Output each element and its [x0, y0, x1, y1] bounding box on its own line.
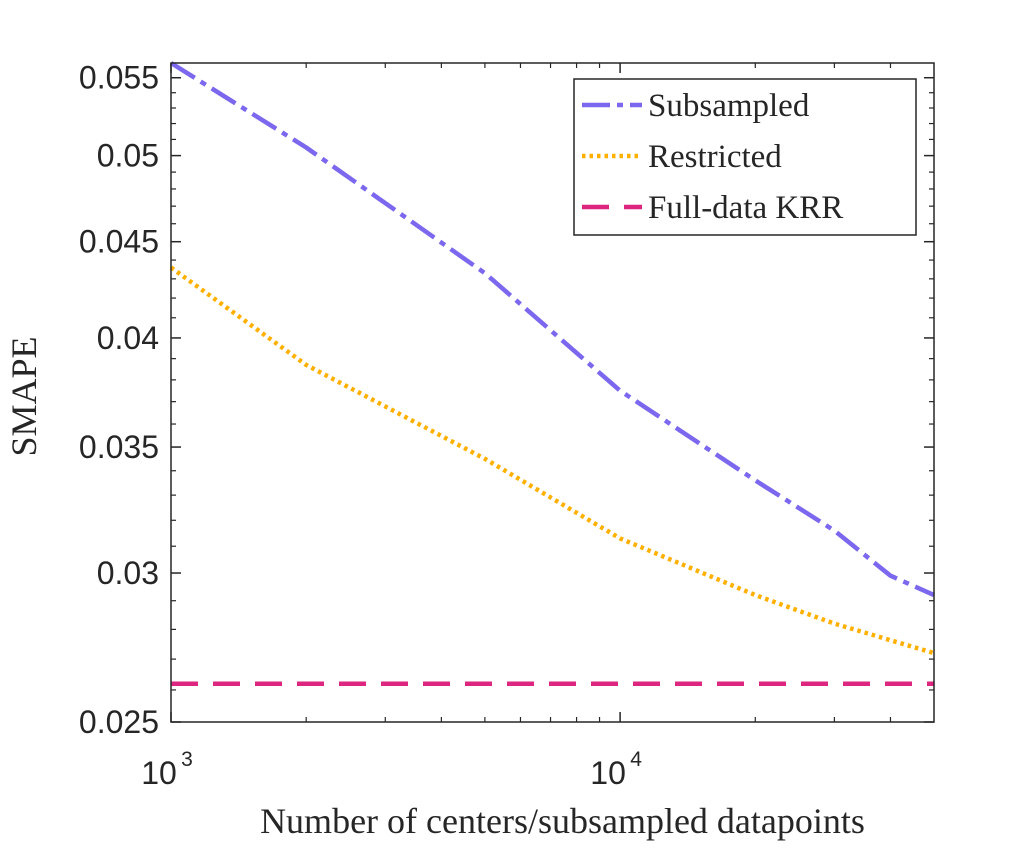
x-tick-label: 10	[141, 755, 177, 791]
legend: Subsampled Restricted Full-data KRR	[573, 78, 917, 236]
series-line-1	[169, 61, 935, 598]
x-tick-exponent: 3	[181, 748, 193, 771]
legend-label-3: Full-data KRR	[648, 190, 843, 226]
y-tick-label: 0.05	[97, 138, 159, 174]
x-tick-label: 10	[590, 755, 626, 791]
y-axis-label: SMAPE	[4, 336, 44, 456]
x-axis-label: Number of centers/subsampled datapoints	[260, 801, 865, 841]
y-tick-label: 0.055	[79, 60, 159, 96]
legend-label-1: Subsampled	[648, 88, 810, 124]
legend-label-2: Restricted	[648, 139, 782, 175]
x-tick-exponent: 4	[630, 748, 642, 771]
y-tick-label: 0.03	[97, 555, 159, 591]
series-group	[169, 61, 935, 686]
y-tick-label: 0.045	[79, 224, 159, 260]
y-tick-label: 0.035	[79, 429, 159, 465]
series-line-2	[169, 265, 935, 656]
y-tick-label: 0.025	[79, 704, 159, 740]
y-tick-label: 0.04	[97, 320, 159, 356]
axes-box	[170, 62, 935, 723]
